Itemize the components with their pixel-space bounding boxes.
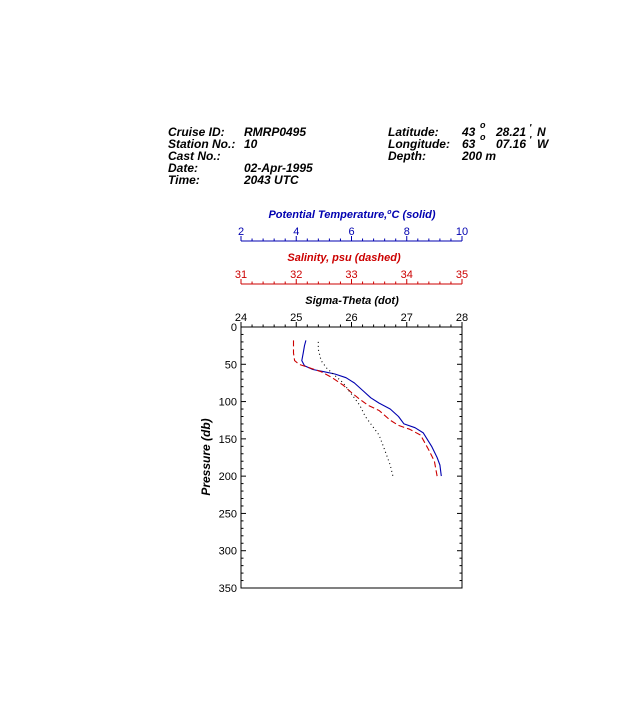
- y-tick-label: 150: [219, 434, 237, 446]
- salinity-tick-label: 34: [401, 269, 413, 281]
- latitude-degree-mark: o: [480, 120, 486, 130]
- sigma-tick-label: 25: [290, 312, 302, 324]
- salinity-tick-label: 33: [345, 269, 357, 281]
- longitude-minute-mark: ': [529, 135, 532, 146]
- salinity-tick-label: 32: [290, 269, 302, 281]
- temperature-tick-label: 10: [456, 226, 468, 238]
- salinity-axis-title: Salinity, psu (dashed): [287, 252, 401, 264]
- depth-label: Depth:: [388, 149, 426, 163]
- longitude-degree-mark: o: [480, 132, 486, 142]
- station-value: 10: [244, 137, 258, 151]
- latitude-minute-mark: ': [529, 123, 532, 134]
- sigma-profile-line: [317, 341, 394, 477]
- y-tick-label: 100: [219, 397, 237, 409]
- date-value: 02-Apr-1995: [244, 161, 313, 175]
- latitude-minutes: 28.21: [496, 125, 527, 139]
- plot-frame: [240, 326, 463, 589]
- cast-label: Cast No.:: [168, 149, 221, 163]
- y-tick-label: 300: [219, 546, 237, 558]
- depth-value: 200 m: [462, 149, 497, 163]
- longitude-label: Longitude:: [388, 137, 450, 151]
- salinity-profile-line: [292, 340, 438, 477]
- salinity-tick-label: 31: [235, 269, 247, 281]
- temperature-tick-label: 4: [293, 226, 299, 238]
- longitude-minutes: 07.16: [496, 137, 527, 151]
- sigma-tick-label: 28: [456, 312, 468, 324]
- longitude-degrees: 63: [462, 137, 476, 151]
- latitude-label: Latitude:: [388, 125, 439, 139]
- time-label: Time:: [168, 173, 200, 187]
- temperature-tick-label: 8: [404, 226, 410, 238]
- temperature-axis-title: Potential Temperature,oC (solid): [268, 209, 435, 221]
- temperature-tick-label: 2: [238, 226, 244, 238]
- latitude-hemisphere: N: [537, 125, 546, 139]
- sigma-axis-title: Sigma-Theta (dot): [305, 295, 399, 307]
- sigma-tick-label: 26: [345, 312, 357, 324]
- y-tick-label: 50: [225, 359, 237, 371]
- y-tick-label: 350: [219, 583, 237, 595]
- cruise-id-label: Cruise ID:: [168, 125, 225, 139]
- time-value: 2043 UTC: [244, 173, 299, 187]
- cruise-id-value: RMRP0495: [244, 125, 307, 139]
- temperature-profile-line: [301, 340, 442, 477]
- pressure-axis-title: Pressure (db): [199, 418, 213, 495]
- latitude-degrees: 43: [462, 125, 476, 139]
- y-tick-label: 250: [219, 508, 237, 520]
- y-tick-label: 0: [231, 322, 237, 334]
- y-tick-label: 200: [219, 471, 237, 483]
- longitude-hemisphere: W: [537, 137, 549, 151]
- sigma-tick-label: 27: [401, 312, 413, 324]
- salinity-tick-label: 35: [456, 269, 468, 281]
- sigma-tick-label: 24: [235, 312, 247, 324]
- date-label: Date:: [168, 161, 199, 175]
- station-label: Station No.:: [168, 137, 236, 151]
- temperature-tick-label: 6: [348, 226, 354, 238]
